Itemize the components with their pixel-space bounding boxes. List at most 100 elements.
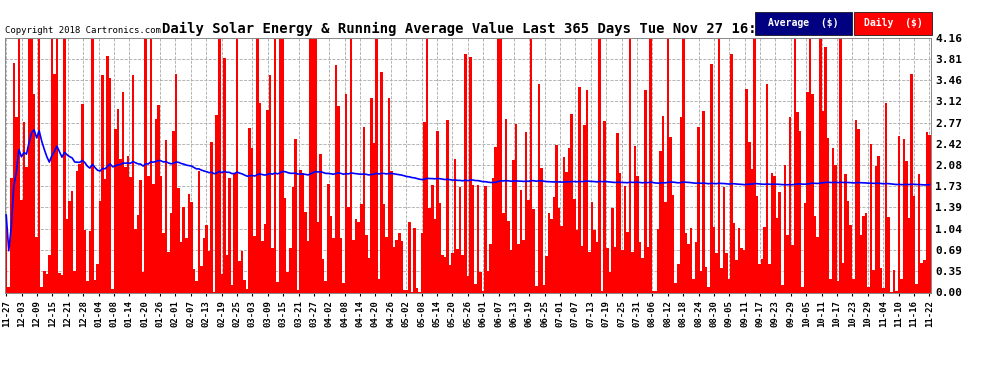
Bar bbox=[236, 38, 239, 292]
Bar bbox=[109, 78, 112, 292]
Bar bbox=[644, 90, 646, 292]
Bar bbox=[710, 64, 713, 292]
Bar bbox=[885, 103, 887, 292]
Bar bbox=[664, 202, 667, 292]
Bar bbox=[911, 74, 913, 292]
Bar bbox=[568, 148, 570, 292]
Bar bbox=[530, 38, 533, 292]
Bar bbox=[436, 131, 439, 292]
Bar bbox=[71, 190, 73, 292]
Bar bbox=[395, 240, 398, 292]
Bar bbox=[164, 140, 167, 292]
Bar bbox=[677, 264, 679, 292]
Bar bbox=[154, 118, 157, 292]
Bar bbox=[614, 247, 616, 292]
Bar bbox=[442, 255, 444, 292]
Bar bbox=[297, 290, 299, 292]
Bar bbox=[451, 253, 453, 292]
Bar bbox=[416, 288, 419, 292]
Bar bbox=[550, 219, 552, 292]
Bar bbox=[505, 119, 507, 292]
Bar bbox=[385, 237, 388, 292]
Bar bbox=[903, 140, 905, 292]
Bar bbox=[200, 266, 203, 292]
Bar bbox=[515, 124, 517, 292]
Bar bbox=[806, 92, 809, 292]
Bar bbox=[484, 186, 487, 292]
Bar bbox=[58, 273, 60, 292]
Bar bbox=[604, 121, 606, 292]
Bar bbox=[507, 220, 510, 292]
Bar bbox=[446, 120, 448, 292]
Bar bbox=[140, 180, 142, 292]
Bar bbox=[642, 258, 644, 292]
Bar bbox=[520, 190, 523, 292]
Bar bbox=[172, 131, 175, 292]
Bar bbox=[367, 258, 370, 292]
Bar bbox=[512, 160, 515, 292]
Bar bbox=[340, 238, 343, 292]
Bar bbox=[55, 38, 58, 292]
Bar bbox=[147, 176, 149, 292]
Bar bbox=[692, 279, 695, 292]
Bar bbox=[378, 279, 380, 292]
Bar bbox=[408, 222, 411, 292]
Bar bbox=[320, 154, 322, 292]
Bar bbox=[682, 38, 685, 292]
Bar bbox=[271, 248, 274, 292]
Bar bbox=[38, 38, 41, 292]
Bar bbox=[649, 38, 651, 292]
Bar bbox=[81, 104, 83, 292]
Bar bbox=[593, 230, 596, 292]
Bar bbox=[25, 167, 28, 292]
Bar bbox=[159, 177, 162, 292]
Bar bbox=[370, 98, 372, 292]
Bar bbox=[175, 74, 177, 292]
Bar bbox=[91, 38, 94, 292]
Bar bbox=[619, 173, 621, 292]
Bar bbox=[525, 132, 528, 292]
Bar bbox=[611, 208, 614, 292]
Bar bbox=[588, 252, 591, 292]
Bar bbox=[494, 147, 497, 292]
Bar bbox=[137, 215, 140, 292]
Bar bbox=[543, 285, 545, 292]
Bar bbox=[646, 247, 649, 292]
Bar bbox=[674, 283, 677, 292]
Bar bbox=[875, 166, 877, 292]
Bar bbox=[726, 254, 728, 292]
Bar bbox=[804, 203, 806, 292]
Bar bbox=[872, 270, 875, 292]
Bar bbox=[99, 201, 101, 292]
Bar bbox=[705, 267, 708, 292]
Bar bbox=[700, 271, 702, 292]
Bar bbox=[114, 129, 117, 292]
Bar bbox=[13, 63, 15, 292]
Bar bbox=[221, 274, 223, 292]
Bar bbox=[783, 165, 786, 292]
Bar bbox=[580, 246, 583, 292]
Bar bbox=[365, 235, 367, 292]
Bar bbox=[461, 255, 464, 292]
Bar bbox=[33, 93, 36, 292]
Bar bbox=[65, 219, 68, 292]
Bar bbox=[720, 268, 723, 292]
Bar bbox=[78, 164, 81, 292]
Bar bbox=[661, 117, 664, 292]
Bar bbox=[307, 241, 309, 292]
Bar bbox=[268, 75, 271, 292]
Bar bbox=[552, 197, 555, 292]
Bar bbox=[755, 196, 758, 292]
Bar bbox=[791, 244, 794, 292]
Bar bbox=[122, 92, 124, 292]
Bar bbox=[226, 255, 228, 292]
Bar bbox=[401, 241, 403, 292]
Bar bbox=[596, 242, 598, 292]
Bar bbox=[771, 173, 773, 292]
Bar bbox=[459, 187, 461, 292]
Bar bbox=[253, 236, 256, 292]
Bar bbox=[23, 122, 25, 292]
Bar bbox=[639, 242, 642, 292]
Bar bbox=[523, 240, 525, 292]
Bar bbox=[728, 279, 731, 292]
